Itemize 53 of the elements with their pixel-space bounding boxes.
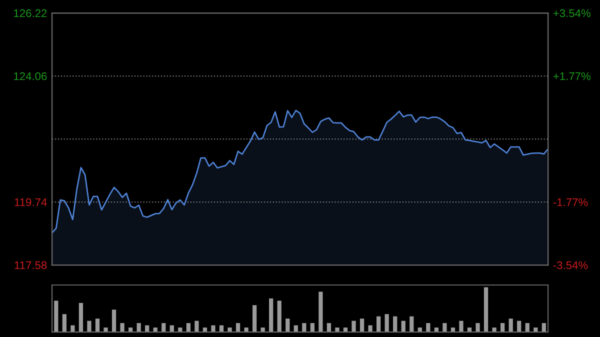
y2-tick-label: -1.77%	[553, 198, 588, 206]
bar	[269, 298, 274, 332]
bar	[286, 318, 290, 332]
bar	[384, 314, 389, 332]
bar	[401, 320, 406, 332]
bar	[136, 323, 141, 332]
bar	[476, 323, 480, 332]
bar	[352, 320, 356, 332]
bar	[194, 320, 199, 332]
bar	[360, 318, 364, 332]
bar	[335, 328, 340, 332]
bar	[393, 316, 398, 332]
bar	[492, 328, 496, 332]
bar	[87, 320, 92, 332]
bar	[508, 318, 513, 332]
bar	[310, 323, 314, 332]
y-tick-label: 119.74	[14, 198, 47, 206]
bar	[542, 323, 546, 332]
y2-tick-label: +1.77%	[553, 72, 590, 80]
y2-tick-label: +3.54%	[553, 9, 590, 18]
bar	[244, 328, 248, 332]
bar	[517, 320, 522, 332]
bar	[162, 323, 166, 332]
bar	[252, 305, 257, 332]
bar	[318, 292, 323, 332]
bar	[112, 310, 116, 332]
bar	[368, 325, 372, 332]
bar	[459, 320, 464, 332]
y2-tick-label: -3.54%	[553, 261, 588, 270]
y-tick-label: 124.06	[14, 72, 47, 80]
bar	[120, 323, 124, 332]
bar	[78, 302, 84, 332]
bar	[302, 323, 306, 332]
y-tick-label: 126.22	[14, 9, 47, 18]
bar	[376, 316, 381, 332]
bar	[525, 323, 530, 332]
bar	[326, 323, 332, 332]
bar	[228, 328, 232, 332]
bar	[236, 323, 240, 332]
bar	[54, 300, 58, 332]
bar	[500, 323, 505, 332]
bar	[442, 323, 447, 332]
bar	[186, 323, 190, 332]
y-tick-label: 117.58	[14, 261, 47, 270]
bar	[62, 314, 66, 332]
bar	[426, 323, 430, 332]
bar	[211, 325, 216, 332]
bar	[95, 318, 100, 332]
bar	[277, 300, 282, 332]
bar	[410, 316, 414, 332]
bar	[484, 287, 488, 332]
bar	[70, 325, 75, 332]
bar	[104, 328, 108, 332]
